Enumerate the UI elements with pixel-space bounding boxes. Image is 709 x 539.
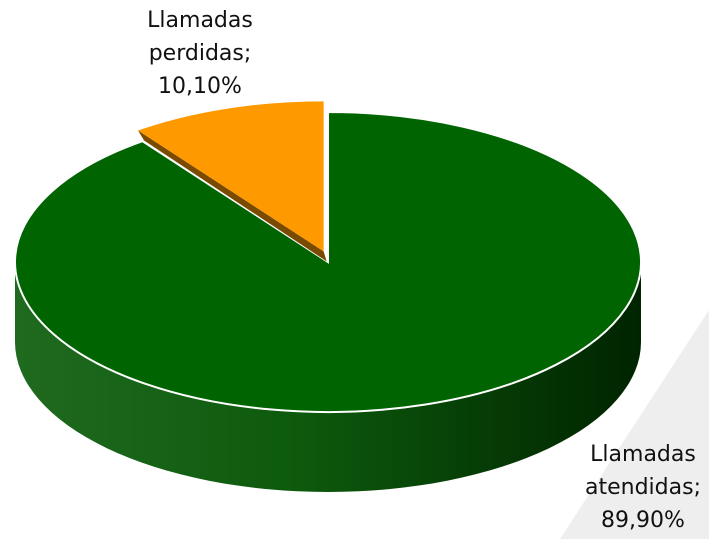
value-label: 89,90%	[601, 508, 685, 533]
slice-label: Llamadas atendidas; 89,90%	[578, 438, 708, 537]
value-label: 10,10%	[158, 74, 242, 99]
slice-label: Llamadas perdidas; 10,10%	[135, 4, 265, 103]
category-label: Llamadas atendidas;	[585, 442, 701, 500]
background-shape	[560, 310, 709, 539]
slice	[14, 110, 642, 413]
category-label: Llamadas perdidas;	[147, 8, 253, 66]
slice-side	[138, 130, 327, 262]
slice-side	[15, 262, 641, 492]
slice	[138, 101, 324, 252]
